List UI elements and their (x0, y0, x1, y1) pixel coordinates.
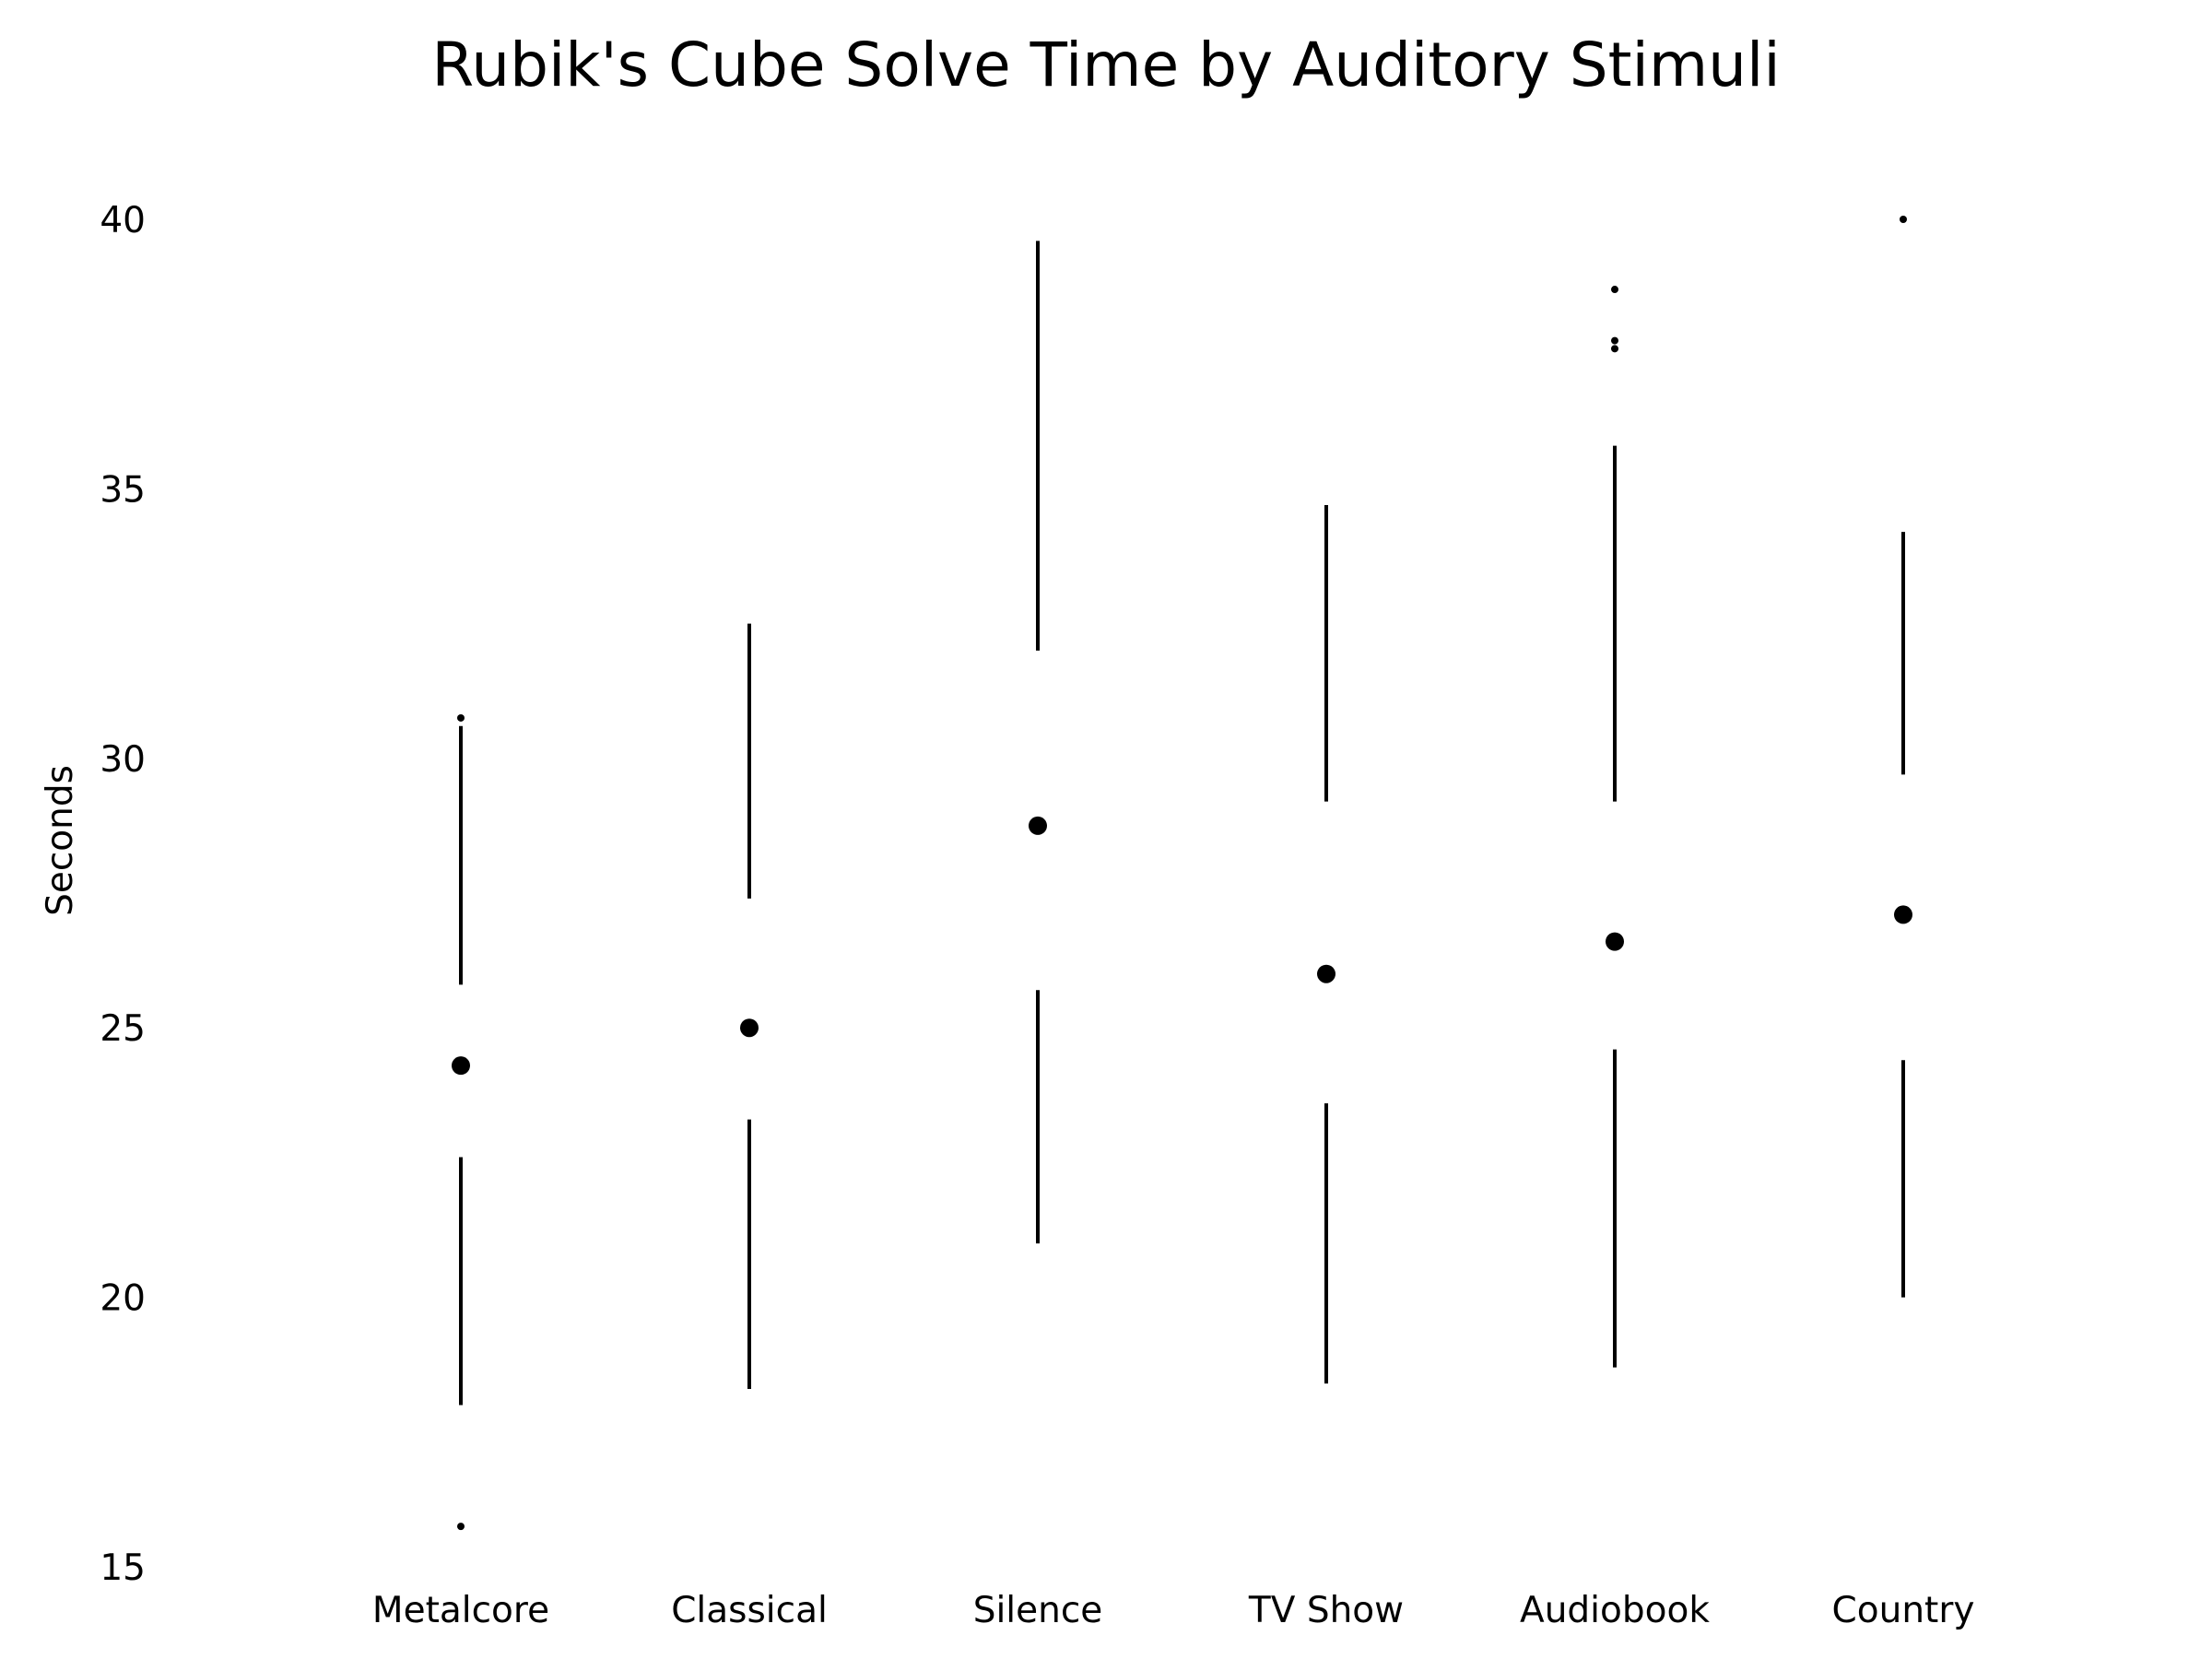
median-point-classical (740, 1018, 759, 1038)
outlier-point-audiobook-2 (1611, 336, 1618, 345)
x-tick-label-silence: Silence (973, 1590, 1103, 1631)
outlier-point-metalcore-1 (457, 1523, 465, 1531)
median-point-silence (1029, 816, 1047, 835)
median-point-tv-show (1317, 964, 1335, 983)
y-tick-label-35: 35 (100, 469, 146, 511)
outlier-point-country-1 (1900, 216, 1907, 223)
y-tick-label-15: 15 (100, 1547, 146, 1589)
y-tick-label-40: 40 (100, 200, 146, 241)
x-tick-label-audiobook: Audiobook (1520, 1590, 1710, 1631)
y-axis-ticks: 15 20 25 30 35 40 (100, 200, 146, 1589)
outlier-point-metalcore-2 (457, 713, 465, 722)
median-point-country (1894, 905, 1912, 924)
x-tick-label-classical: Classical (671, 1590, 828, 1631)
y-tick-label-30: 30 (100, 739, 146, 781)
plot-marks (452, 216, 1912, 1531)
x-tick-label-tv-show: TV Show (1248, 1590, 1404, 1631)
x-tick-label-country: Country (1832, 1590, 1975, 1631)
x-tick-label-metalcore: Metalcore (372, 1590, 549, 1631)
median-point-metalcore (452, 1056, 470, 1076)
y-axis-label: Seconds (40, 765, 81, 916)
median-point-audiobook (1606, 932, 1624, 951)
x-axis-ticks: Metalcore Classical Silence TV Show Audioboo… (372, 1590, 1975, 1631)
outlier-point-audiobook-3 (1611, 286, 1618, 294)
outlier-point-audiobook-1 (1611, 345, 1618, 353)
y-tick-label-20: 20 (100, 1278, 146, 1320)
y-tick-label-25: 25 (100, 1008, 146, 1050)
chart-title: Rubik's Cube Solve Time by Auditory Stim… (431, 29, 1780, 100)
